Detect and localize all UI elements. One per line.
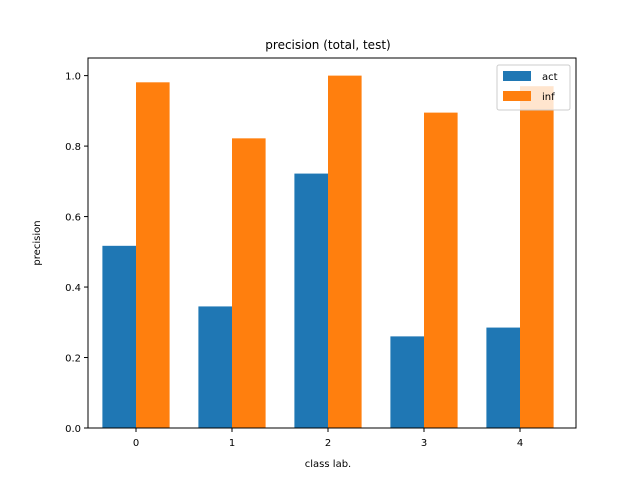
bar-act-4 [486,327,520,428]
y-tick-label: 0.8 [65,142,81,153]
x-tick-label: 4 [517,438,523,449]
y-tick-label: 0.0 [65,424,81,435]
y-tick-label: 0.2 [65,354,81,365]
y-axis-label: precision [32,220,43,265]
legend-label-inf: inf [542,92,555,103]
legend: act inf [496,64,571,111]
legend-swatch-act [503,71,531,81]
y-tick-label: 0.6 [65,213,81,224]
bar-inf-3 [424,112,458,428]
x-tick-label: 0 [133,438,139,449]
bar-act-0 [102,245,136,428]
x-axis-label: class lab. [305,459,351,470]
bar-inf-1 [232,138,266,429]
plot-frame [87,57,577,429]
x-tick-label: 1 [229,438,235,449]
bar-inf-4 [520,86,554,428]
bar-act-2 [294,173,328,428]
legend-swatch-inf [503,91,531,101]
y-tick-label: 1.0 [65,72,81,83]
bar-act-1 [198,306,232,428]
chart-title: precision (total, test) [265,38,390,52]
legend-label-act: act [542,72,558,83]
bar-inf-0 [136,82,170,429]
bar-inf-2 [328,75,362,428]
y-tick-label: 0.4 [65,283,81,294]
x-tick-label: 3 [421,438,427,449]
bar-act-3 [390,336,424,428]
x-tick-label: 2 [325,438,331,449]
